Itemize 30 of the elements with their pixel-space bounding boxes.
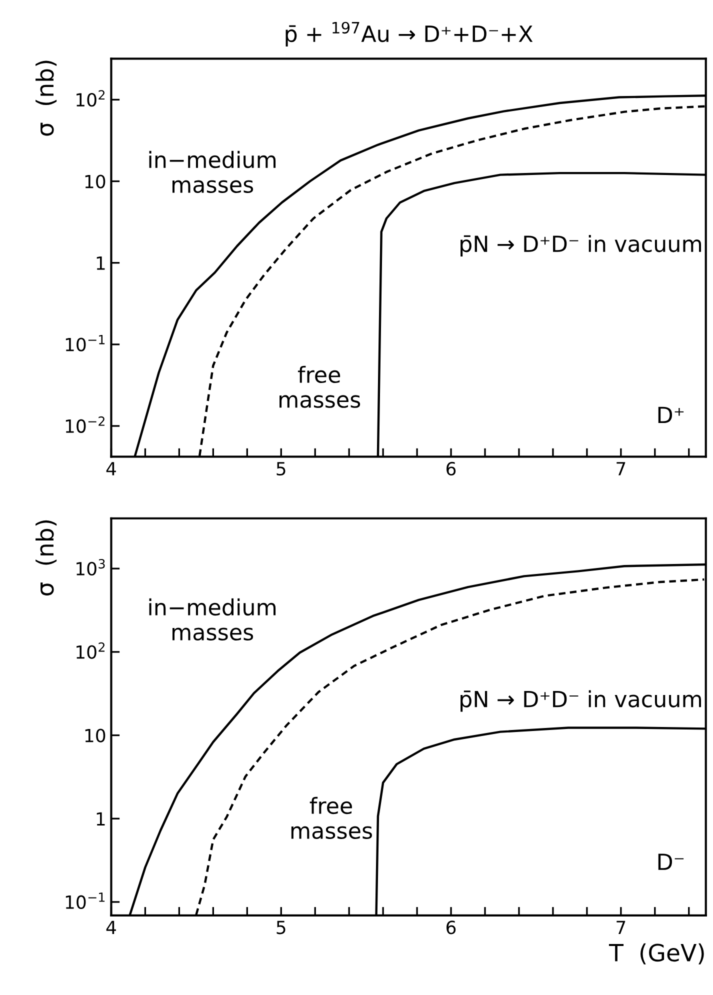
- y-tick-label: 10$^{2}$: [76, 642, 105, 659]
- x-tick-label: 7: [616, 462, 626, 476]
- annotation: p̄N → D⁺D⁻ in vacuum: [460, 235, 702, 257]
- x-tick-label: 4: [106, 920, 116, 934]
- y-tick-label: 10$^{2}$: [76, 90, 105, 107]
- chart-title: p̄ + $^{197}$Au → D⁺+D⁻+X: [286, 22, 533, 46]
- annotation: D⁺: [658, 406, 684, 424]
- y-axis-title: σ (nb): [36, 520, 57, 596]
- y-tick-label: 1: [96, 812, 105, 826]
- y-tick-label: 10$^{−1}$: [66, 892, 105, 909]
- annotation: in−medium masses: [149, 150, 276, 194]
- y-tick-label: 10$^{−1}$: [66, 335, 105, 352]
- annotation: in−medium masses: [149, 598, 276, 641]
- y-tick-label: 10$^{−2}$: [66, 416, 104, 433]
- annotation: p̄N → D⁺D⁻ in vacuum: [460, 690, 702, 712]
- y-tick-label: 10: [85, 174, 106, 188]
- y-axis-title: σ (nb): [36, 60, 57, 136]
- x-tick-label: 6: [446, 462, 456, 476]
- annotation: free masses: [291, 796, 372, 840]
- y-tick-label: 1: [96, 256, 105, 270]
- annotation: free masses: [280, 366, 360, 408]
- x-tick-label: 5: [276, 462, 286, 476]
- x-axis-title: T (GeV): [608, 943, 704, 964]
- x-tick-label: 7: [616, 920, 626, 934]
- x-tick-label: 5: [276, 920, 286, 934]
- x-tick-label: 6: [446, 920, 456, 934]
- y-tick-label: 10: [85, 728, 106, 742]
- x-tick-label: 4: [106, 462, 116, 476]
- y-tick-label: 10$^{3}$: [76, 559, 105, 576]
- annotation: D⁻: [658, 854, 684, 870]
